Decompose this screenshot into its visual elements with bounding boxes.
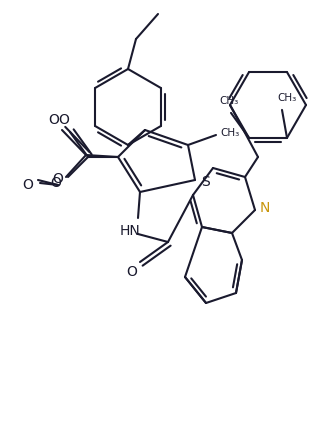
Text: O: O [49, 113, 59, 127]
Text: N: N [260, 201, 270, 215]
Text: O: O [58, 113, 69, 127]
Text: O: O [51, 176, 62, 190]
Text: CH₃: CH₃ [220, 128, 239, 138]
Text: O: O [23, 178, 34, 192]
Text: CH₃: CH₃ [277, 93, 297, 103]
Text: S: S [201, 175, 209, 189]
Text: O: O [127, 265, 137, 279]
Text: HN: HN [120, 224, 140, 238]
Text: O: O [53, 172, 63, 186]
Text: CH₃: CH₃ [219, 96, 239, 106]
